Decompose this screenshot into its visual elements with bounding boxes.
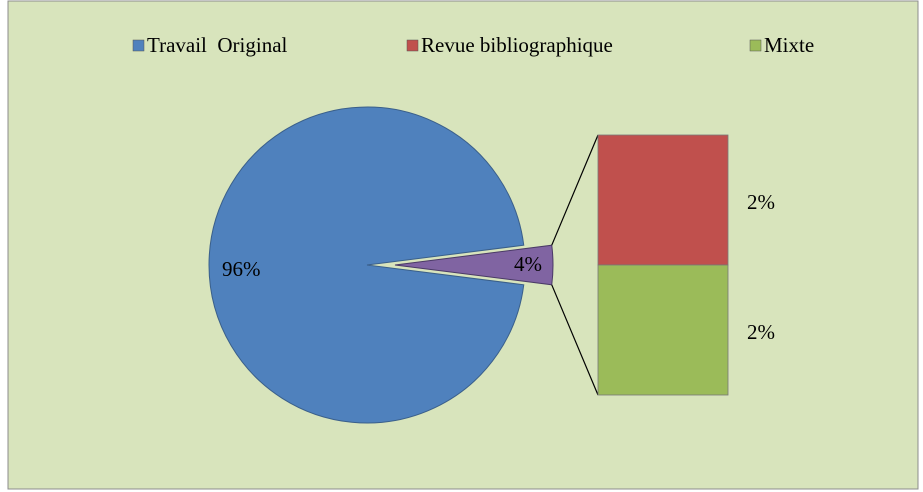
legend-swatch	[406, 39, 419, 52]
data-label: 4%	[514, 252, 542, 276]
legend-swatch	[749, 39, 762, 52]
bar-segment	[597, 134, 729, 266]
pie-slice	[208, 106, 525, 424]
legend-label: Revue bibliographique	[421, 33, 613, 57]
data-label: 2%	[747, 190, 775, 214]
pie-slice	[394, 244, 554, 286]
legend-label: Travail Original	[147, 33, 288, 57]
legend-swatch	[132, 39, 145, 52]
data-label: 2%	[747, 320, 775, 344]
connector-line	[551, 134, 599, 246]
bar-segment	[597, 264, 729, 396]
connector-line	[551, 284, 599, 396]
data-label: 96%	[222, 257, 261, 281]
legend-label: Mixte	[764, 33, 814, 57]
